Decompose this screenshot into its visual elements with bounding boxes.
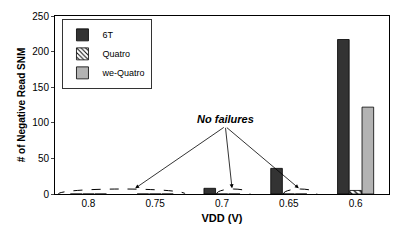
svg-text:0.65: 0.65 <box>279 198 299 209</box>
svg-text:0.6: 0.6 <box>349 198 363 209</box>
svg-text:6T: 6T <box>102 30 113 40</box>
svg-text:0.7: 0.7 <box>215 198 229 209</box>
svg-text:VDD (V): VDD (V) <box>202 212 243 224</box>
svg-text:0.75: 0.75 <box>145 198 165 209</box>
svg-text:0: 0 <box>43 189 49 200</box>
svg-text:0.8: 0.8 <box>81 198 95 209</box>
svg-text:# of Negative Read SNM: # of Negative Read SNM <box>16 48 27 162</box>
svg-text:100: 100 <box>32 117 49 128</box>
svg-text:Quatro: Quatro <box>102 49 130 59</box>
svg-text:we-Quatro: we-Quatro <box>101 68 144 78</box>
svg-text:250: 250 <box>32 11 49 22</box>
svg-text:50: 50 <box>38 153 50 164</box>
svg-text:No failures: No failures <box>197 113 254 125</box>
svg-text:200: 200 <box>32 46 49 57</box>
svg-text:150: 150 <box>32 82 49 93</box>
